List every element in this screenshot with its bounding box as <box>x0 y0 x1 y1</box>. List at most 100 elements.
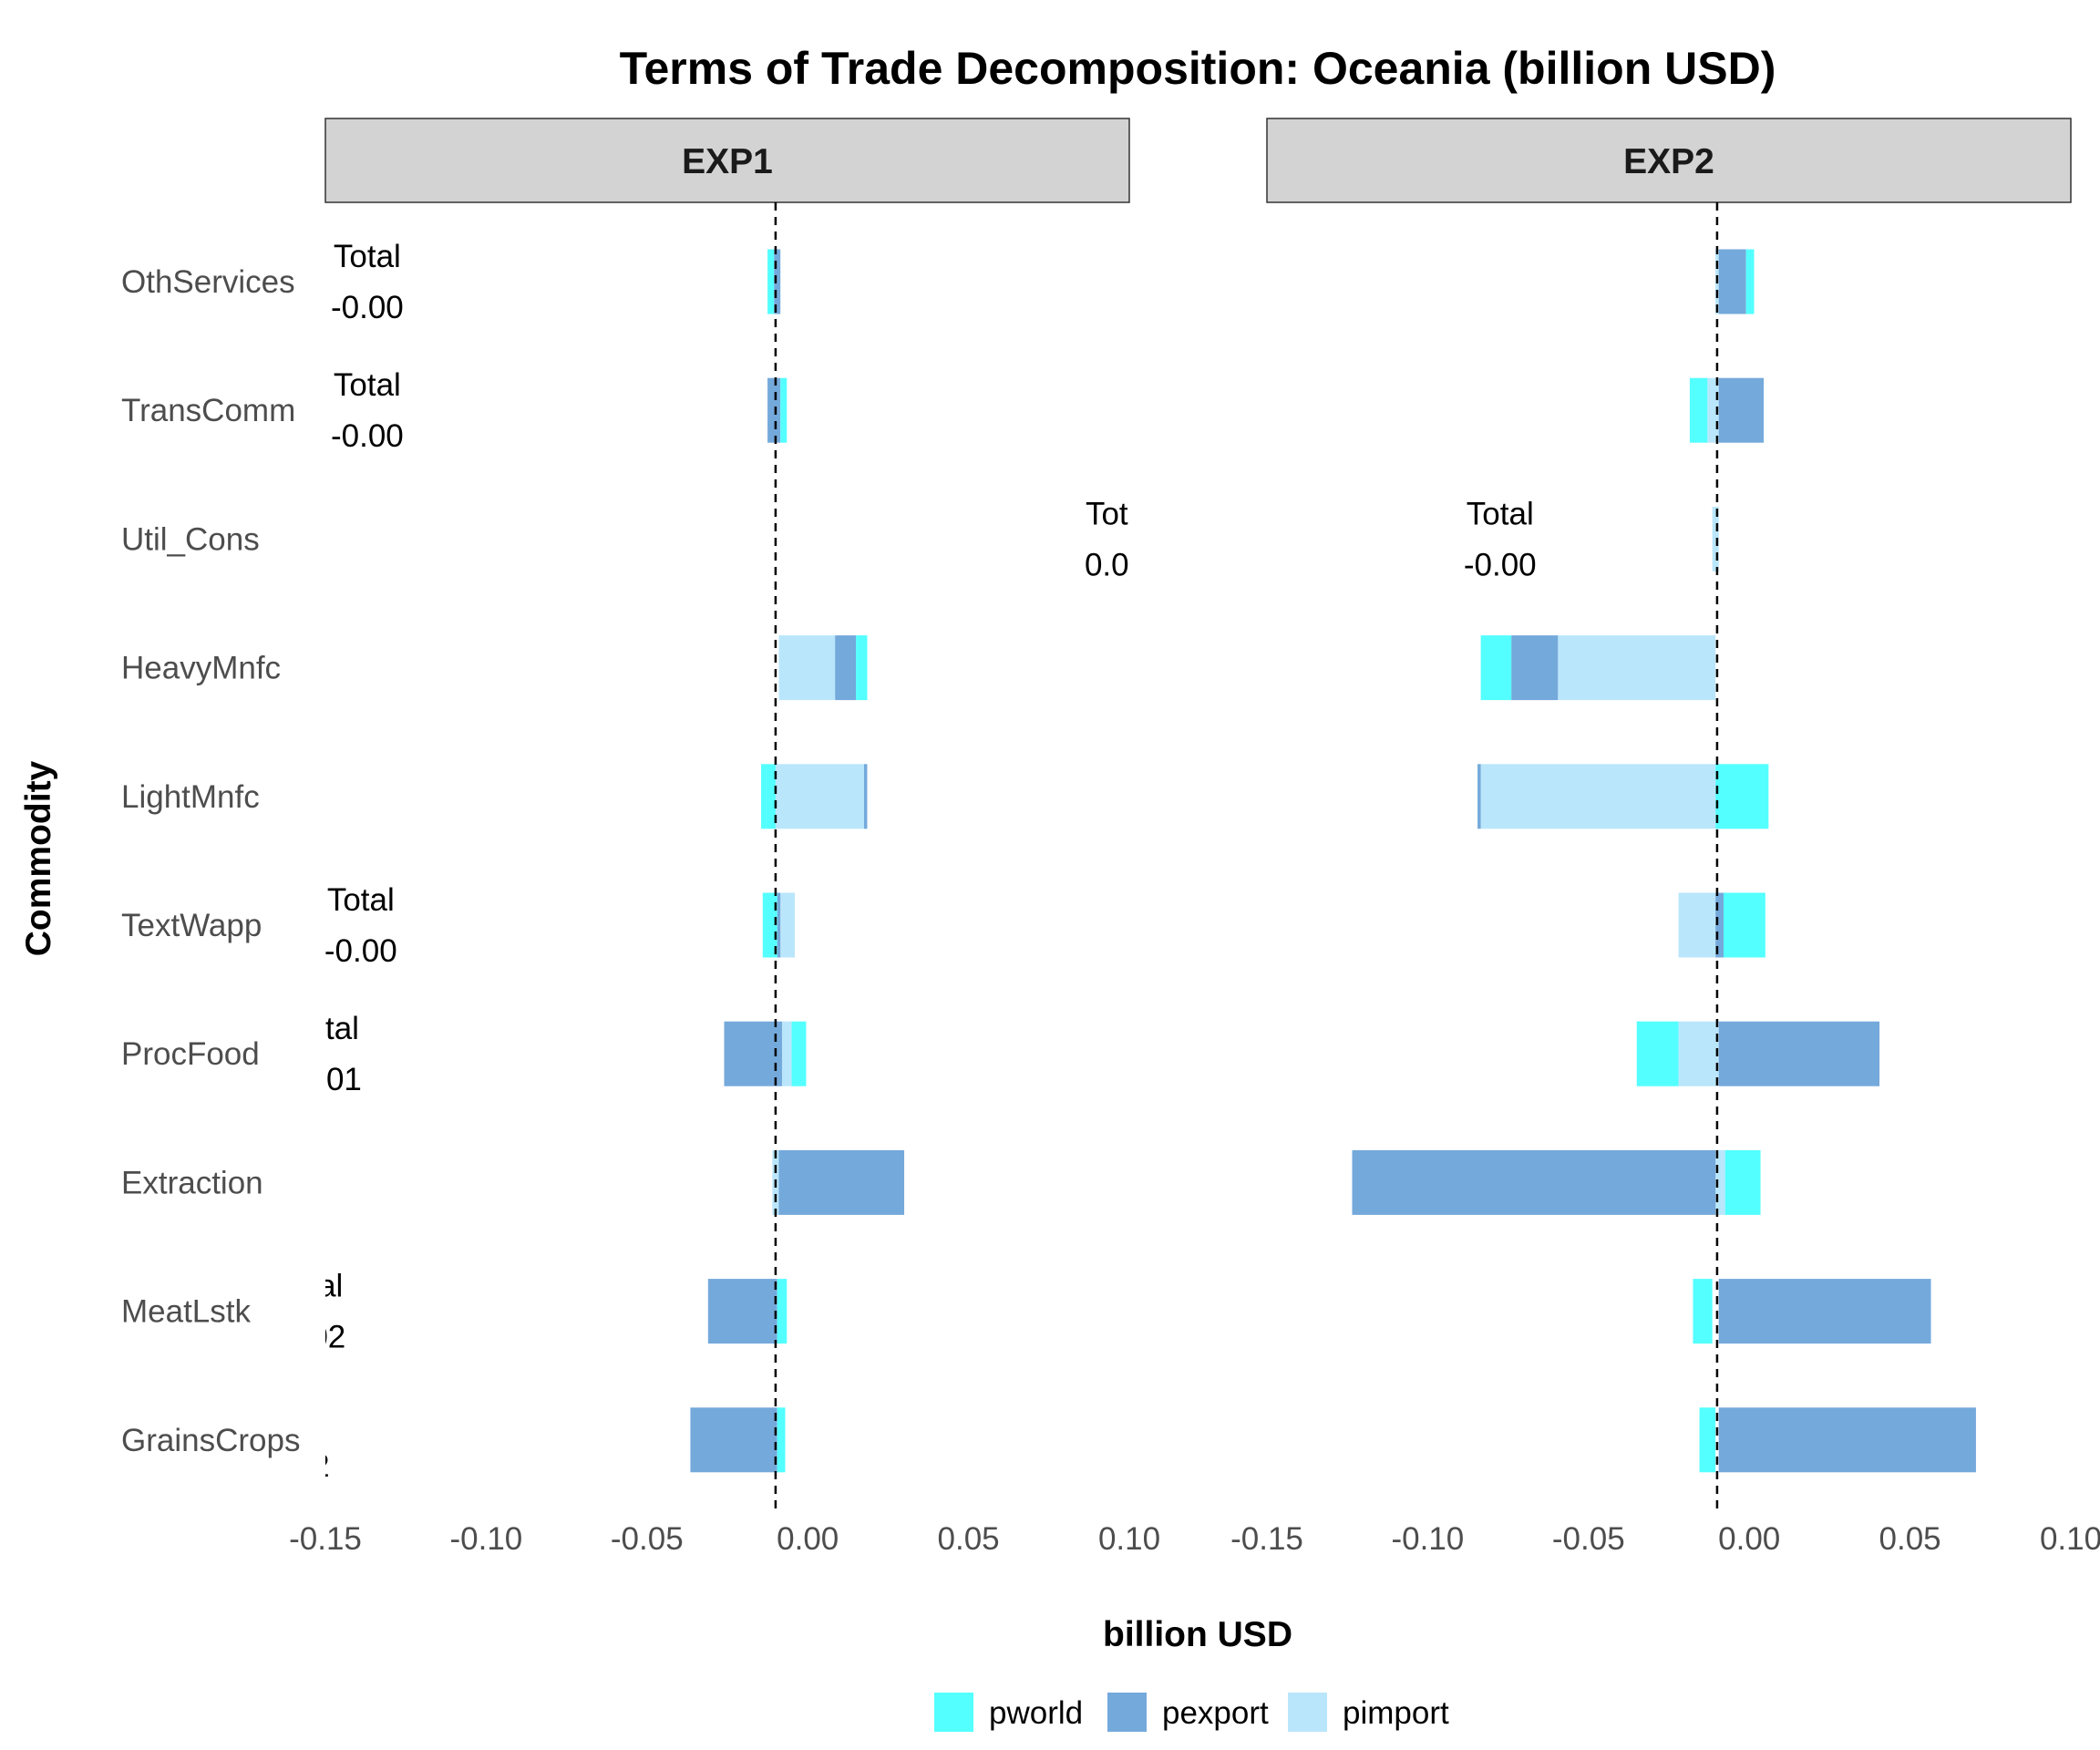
x-tick-label: -0.10 <box>450 1521 523 1557</box>
x-tick-label: 0.05 <box>1879 1521 1941 1557</box>
total-value: -0.00 <box>324 933 397 969</box>
total-value: 0 <box>2086 290 2100 325</box>
legend-label: pimport <box>1343 1695 1449 1731</box>
x-tick-label: 0.00 <box>777 1521 839 1557</box>
bar-pexport-procfood <box>1718 1021 1880 1086</box>
panel-strip-label: EXP2 <box>1623 142 1714 181</box>
total-label: - <box>2090 882 2100 918</box>
bar-pworld-heavymnfc <box>856 635 868 701</box>
bar-pworld-heavymnfc <box>1480 635 1512 701</box>
category-label-extraction: Extraction <box>121 1165 263 1200</box>
category-label-lightmnfc: LightMnfc <box>121 779 260 815</box>
chart-title: Terms of Trade Decomposition: Oceania (b… <box>620 43 1776 94</box>
bar-pimport-textwapp <box>780 892 796 958</box>
category-labels: OthServices TransComm Util_Cons HeavyMnfc Li… <box>121 264 300 1458</box>
total-label: Total <box>1467 496 1534 531</box>
panel-exp2: EXP2 T 0 - ( Total -0.00 - ( -0.15 -0.10 -0.05 0.00 0… <box>1230 118 2100 1557</box>
panel-strip-label: EXP1 <box>682 142 773 181</box>
bar-pexport-meatlstk <box>1718 1279 1931 1344</box>
bar-pimport-extraction <box>1715 1149 1725 1215</box>
bar-pexport-transcomm <box>767 377 781 443</box>
bar-pexport-extraction <box>778 1149 905 1215</box>
legend-swatch <box>1107 1693 1147 1732</box>
bar-pexport-textwapp <box>777 892 781 958</box>
legend-item-pimport: pimport <box>1288 1693 1449 1732</box>
bar-pimport-procfood <box>1678 1021 1719 1086</box>
total-value: 0.0 <box>1085 547 1129 582</box>
total-value: ( <box>2090 933 2100 969</box>
bar-pimport-procfood <box>781 1021 792 1086</box>
bar-pimport-textwapp <box>1678 892 1716 958</box>
category-label-procfood: ProcFood <box>121 1036 260 1072</box>
bar-pworld-othservices <box>767 249 775 314</box>
legend-swatch <box>1288 1693 1327 1732</box>
bar-pworld-procfood <box>791 1021 807 1086</box>
x-tick-label: -0.15 <box>289 1521 362 1557</box>
total-label: T <box>2085 239 2100 274</box>
legend-item-pexport: pexport <box>1107 1693 1269 1732</box>
total-label: Total <box>260 1397 327 1433</box>
bar-pexport-extraction <box>1352 1149 1716 1215</box>
bar-pworld-procfood <box>1636 1021 1679 1086</box>
y-axis-title: Commodity <box>19 760 58 956</box>
legend-label: pworld <box>989 1695 1083 1731</box>
bar-pexport-textwapp <box>1715 892 1724 958</box>
total-value: -0.02 <box>273 1320 345 1355</box>
total-value: -0.00 <box>331 418 404 454</box>
panel-plot-area: T 0 - ( Total -0.00 - ( <box>1352 239 2100 1473</box>
legend-item-pworld: pworld <box>934 1693 1083 1732</box>
bar-pworld-extraction <box>1724 1149 1761 1215</box>
bar-pexport-grainscrops <box>1718 1407 1976 1473</box>
category-label-heavymnfc: HeavyMnfc <box>121 651 281 686</box>
bar-pexport-grainscrops <box>690 1407 777 1473</box>
bar-pworld-textwapp <box>762 892 777 958</box>
bar-pexport-lightmnfc <box>1477 764 1481 829</box>
legend: pworld pexport pimport <box>934 1693 1449 1732</box>
bar-pexport-othservices <box>1718 249 1746 314</box>
bar-pimport-transcomm <box>1707 377 1719 443</box>
bar-pworld-textwapp <box>1723 892 1765 958</box>
bar-pimport-lightmnfc <box>1480 764 1716 829</box>
bar-pexport-heavymnfc <box>1511 635 1559 701</box>
x-tick-label: 0.05 <box>938 1521 1000 1557</box>
bar-pexport-lightmnfc <box>863 764 868 829</box>
legend-swatch <box>934 1693 973 1732</box>
panels: EXP1Total-0.00Total-0.00Tot0.0Total-0.00… <box>257 118 2100 1557</box>
bar-pworld-grainscrops <box>777 1407 786 1473</box>
bar-pexport-heavymnfc <box>835 635 857 701</box>
panel-plot-area: Total -0.00 Total -0.00 Tot 0.0 Total -0.00 Tota… <box>257 239 1129 1484</box>
total-value: -0.00 <box>331 290 404 325</box>
total-label: Total <box>334 367 401 403</box>
bar-pexport-procfood <box>724 1021 782 1086</box>
total-label: - <box>2090 367 2100 403</box>
category-label-util_cons: Util_Cons <box>121 521 260 557</box>
category-label-othservices: OthServices <box>121 264 295 300</box>
bar-pimport-heavymnfc <box>1558 635 1716 701</box>
x-tick-label: -0.05 <box>1552 1521 1625 1557</box>
x-tick-label: 0.00 <box>1718 1521 1780 1557</box>
total-value: ( <box>2090 418 2100 454</box>
total-label: Total <box>292 1011 359 1046</box>
bar-pimport-lightmnfc <box>775 764 864 829</box>
x-tick-label: -0.10 <box>1392 1521 1465 1557</box>
x-axis-title: billion USD <box>1103 1615 1292 1654</box>
total-value: -0.02 <box>257 1448 330 1484</box>
bar-pexport-meatlstk <box>707 1279 777 1344</box>
total-label: Total <box>334 239 401 274</box>
bar-pworld-lightmnfc <box>1715 764 1769 829</box>
bar-pworld-grainscrops <box>1699 1407 1716 1473</box>
bar-pimport-util_cons <box>1712 506 1719 571</box>
category-label-meatlstk: MeatLstk <box>121 1294 251 1330</box>
bar-pworld-transcomm <box>780 377 788 443</box>
total-label: Tot <box>1086 496 1128 531</box>
bar-pworld-othservices <box>1745 249 1755 314</box>
panel-strip <box>1266 118 2072 203</box>
total-value: -0.00 <box>1464 547 1537 582</box>
category-label-grainscrops: GrainsCrops <box>121 1423 300 1458</box>
x-tick-label: -0.15 <box>1230 1521 1303 1557</box>
panel-exp1: EXP1 Total -0.00 Total -0.00 Tot 0.0 Total -0.00… <box>257 118 1160 1557</box>
bar-pworld-lightmnfc <box>761 764 776 829</box>
total-label: Total <box>275 1269 343 1304</box>
bar-pexport-transcomm <box>1718 377 1765 443</box>
